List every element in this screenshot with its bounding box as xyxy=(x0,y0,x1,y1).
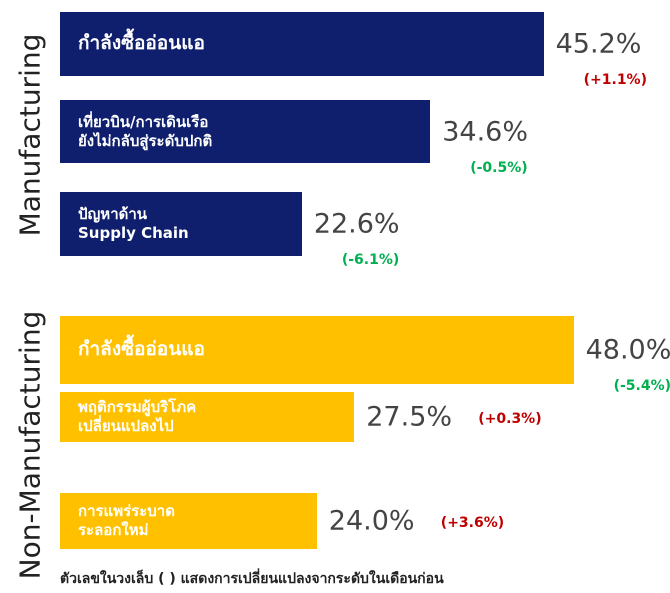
change-label: (-5.4%) xyxy=(613,378,670,394)
category-label: ปัญหาด้าน Supply Chain xyxy=(78,205,189,242)
change-label: (-0.5%) xyxy=(470,159,528,176)
change-label: (-6.1%) xyxy=(341,252,400,268)
value-label: 48.0% xyxy=(585,334,670,366)
group-label: Non-Manufacturing xyxy=(13,310,47,580)
bar: กำลังซื้ออ่อนแอ xyxy=(60,316,574,384)
category-label: กำลังซื้ออ่อนแอ xyxy=(78,338,205,361)
bar: กำลังซื้ออ่อนแอ xyxy=(60,12,544,76)
value-label: 27.5% xyxy=(366,401,453,433)
group-label: Manufacturing xyxy=(13,33,47,237)
category-label: กำลังซื้ออ่อนแอ xyxy=(78,32,205,55)
footnote: ตัวเลขในวงเล็บ ( ) แสดงการเปลี่ยนแปลงจาก… xyxy=(60,571,444,587)
bar: เที่ยวบิน/การเดินเรือ ยังไม่กลับสู่ระดับ… xyxy=(60,100,431,163)
value-label: 22.6% xyxy=(313,208,400,240)
category-label: เที่ยวบิน/การเดินเรือ ยังไม่กลับสู่ระดับ… xyxy=(78,112,213,150)
category-label: การแพร่ระบาด ระลอกใหม่ xyxy=(78,502,175,539)
value-label: 24.0% xyxy=(328,505,415,537)
category-label: พฤติกรรมผู้บริโภค เปลี่ยนแปลงไป xyxy=(78,398,197,435)
bar: การแพร่ระบาด ระลอกใหม่ xyxy=(60,493,317,549)
change-label: (+3.6%) xyxy=(440,515,505,531)
value-label: 34.6% xyxy=(442,116,528,147)
bar: พฤติกรรมผู้บริโภค เปลี่ยนแปลงไป xyxy=(60,392,355,442)
value-label: 45.2% xyxy=(555,28,642,60)
change-label: (+1.1%) xyxy=(583,72,647,88)
bar: ปัญหาด้าน Supply Chain xyxy=(60,192,302,256)
change-label: (+0.3%) xyxy=(478,411,542,427)
